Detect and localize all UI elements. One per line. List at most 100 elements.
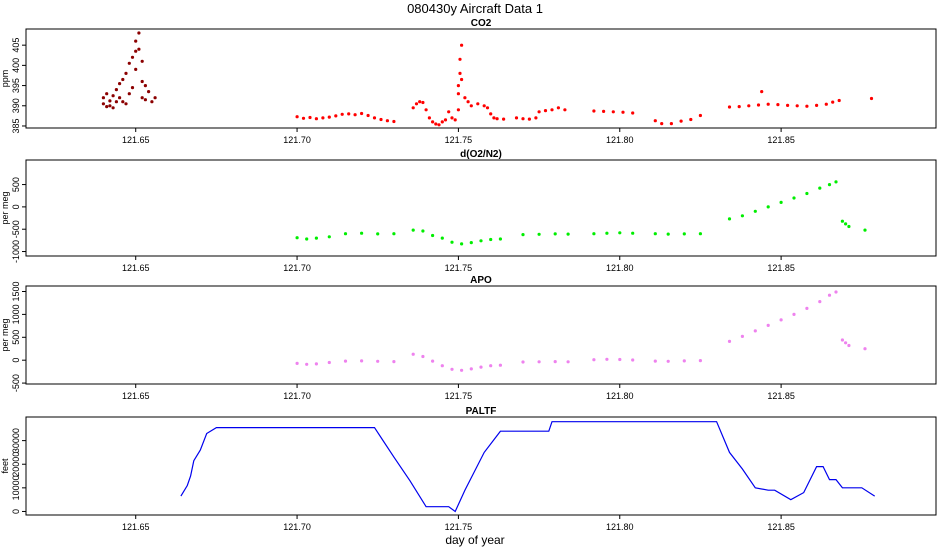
- x-tick-label: 121.80: [606, 522, 634, 532]
- data-point: [863, 347, 867, 351]
- data-point: [134, 39, 138, 43]
- y-tick-label: 500: [11, 330, 21, 345]
- data-point: [301, 116, 306, 120]
- data-point: [563, 108, 567, 112]
- data-point: [766, 102, 770, 106]
- plot-frame: [25, 416, 937, 516]
- data-point: [602, 109, 606, 113]
- data-point: [521, 117, 525, 121]
- data-point: [305, 362, 309, 366]
- data-point: [440, 236, 444, 240]
- data-point: [521, 233, 525, 237]
- data-point: [698, 359, 703, 363]
- y-axis-label: feet: [0, 458, 10, 474]
- y-tick-label: 1000: [11, 304, 21, 324]
- data-point: [447, 110, 451, 114]
- data-point: [360, 359, 364, 363]
- data-point: [631, 358, 635, 362]
- data-point: [766, 205, 770, 209]
- x-tick-label: 121.75: [445, 263, 473, 273]
- data-point: [372, 116, 377, 120]
- y-axis-label: ppm: [0, 70, 10, 88]
- data-point: [431, 120, 435, 124]
- x-tick-label: 121.65: [122, 391, 150, 401]
- plot-frame: [25, 159, 937, 257]
- data-point: [353, 113, 357, 117]
- data-point: [327, 115, 331, 119]
- data-point: [137, 31, 141, 35]
- data-point: [111, 106, 115, 110]
- data-point: [147, 90, 151, 94]
- y-tick-label: 385: [11, 118, 21, 133]
- data-point: [411, 352, 415, 356]
- data-point: [792, 196, 796, 200]
- data-point: [121, 100, 125, 104]
- data-point: [124, 71, 128, 75]
- data-point: [379, 117, 383, 122]
- data-point: [440, 364, 444, 368]
- data-point: [479, 239, 483, 243]
- data-point: [469, 104, 473, 108]
- data-point: [340, 112, 344, 116]
- data-point: [660, 122, 664, 126]
- data-point: [385, 119, 389, 123]
- data-point: [469, 367, 473, 371]
- data-point: [431, 359, 435, 363]
- data-point: [689, 117, 693, 122]
- y-tick-label: -500: [11, 374, 21, 392]
- x-tick-label: 121.80: [606, 135, 634, 145]
- data-point: [727, 339, 732, 343]
- data-point: [437, 123, 441, 127]
- data-point: [492, 116, 496, 120]
- data-point: [469, 241, 473, 245]
- data-point: [550, 108, 554, 112]
- y-tick-label: 20000: [11, 452, 21, 477]
- data-point: [130, 55, 135, 59]
- data-point: [537, 232, 541, 236]
- data-point: [844, 222, 848, 226]
- x-tick-label: 121.85: [767, 263, 795, 273]
- y-axis-label: per meg: [0, 318, 10, 351]
- x-tick-label: 121.65: [122, 135, 150, 145]
- data-point: [121, 77, 125, 82]
- data-point: [553, 232, 557, 236]
- data-point: [489, 364, 493, 368]
- x-tick-label: 121.80: [606, 263, 634, 273]
- data-point: [347, 112, 351, 116]
- x-tick-label: 121.85: [767, 135, 795, 145]
- figure-title: 080430y Aircraft Data 1: [407, 1, 543, 16]
- data-point: [653, 119, 657, 123]
- data-point: [118, 82, 122, 86]
- data-point: [458, 71, 462, 75]
- data-point: [611, 110, 615, 114]
- data-point: [592, 232, 596, 236]
- data-point: [682, 359, 686, 363]
- data-point: [295, 236, 299, 240]
- x-tick-label: 121.70: [283, 522, 311, 532]
- panel-title: d(O2/N2): [460, 149, 502, 160]
- data-point: [421, 100, 425, 105]
- panel-title: CO2: [471, 18, 492, 29]
- data-point: [727, 105, 732, 109]
- data-point: [498, 237, 502, 241]
- x-tick-label: 121.80: [606, 391, 634, 401]
- panel-title: PALTF: [466, 406, 497, 417]
- x-tick-label: 121.65: [122, 522, 150, 532]
- data-point: [792, 312, 796, 316]
- x-tick-label: 121.70: [283, 391, 311, 401]
- x-tick-label: 121.75: [445, 135, 473, 145]
- data-point: [376, 232, 380, 236]
- data-point: [343, 359, 348, 363]
- data-point: [653, 359, 657, 363]
- data-point: [153, 96, 157, 100]
- data-point: [805, 104, 809, 108]
- data-point: [366, 113, 370, 118]
- data-point: [108, 104, 112, 108]
- y-tick-label: 500: [11, 177, 21, 192]
- x-tick-label: 121.85: [767, 391, 795, 401]
- data-point: [450, 367, 454, 371]
- data-point: [456, 92, 460, 96]
- data-point: [863, 228, 867, 232]
- y-tick-label: 1500: [11, 281, 21, 301]
